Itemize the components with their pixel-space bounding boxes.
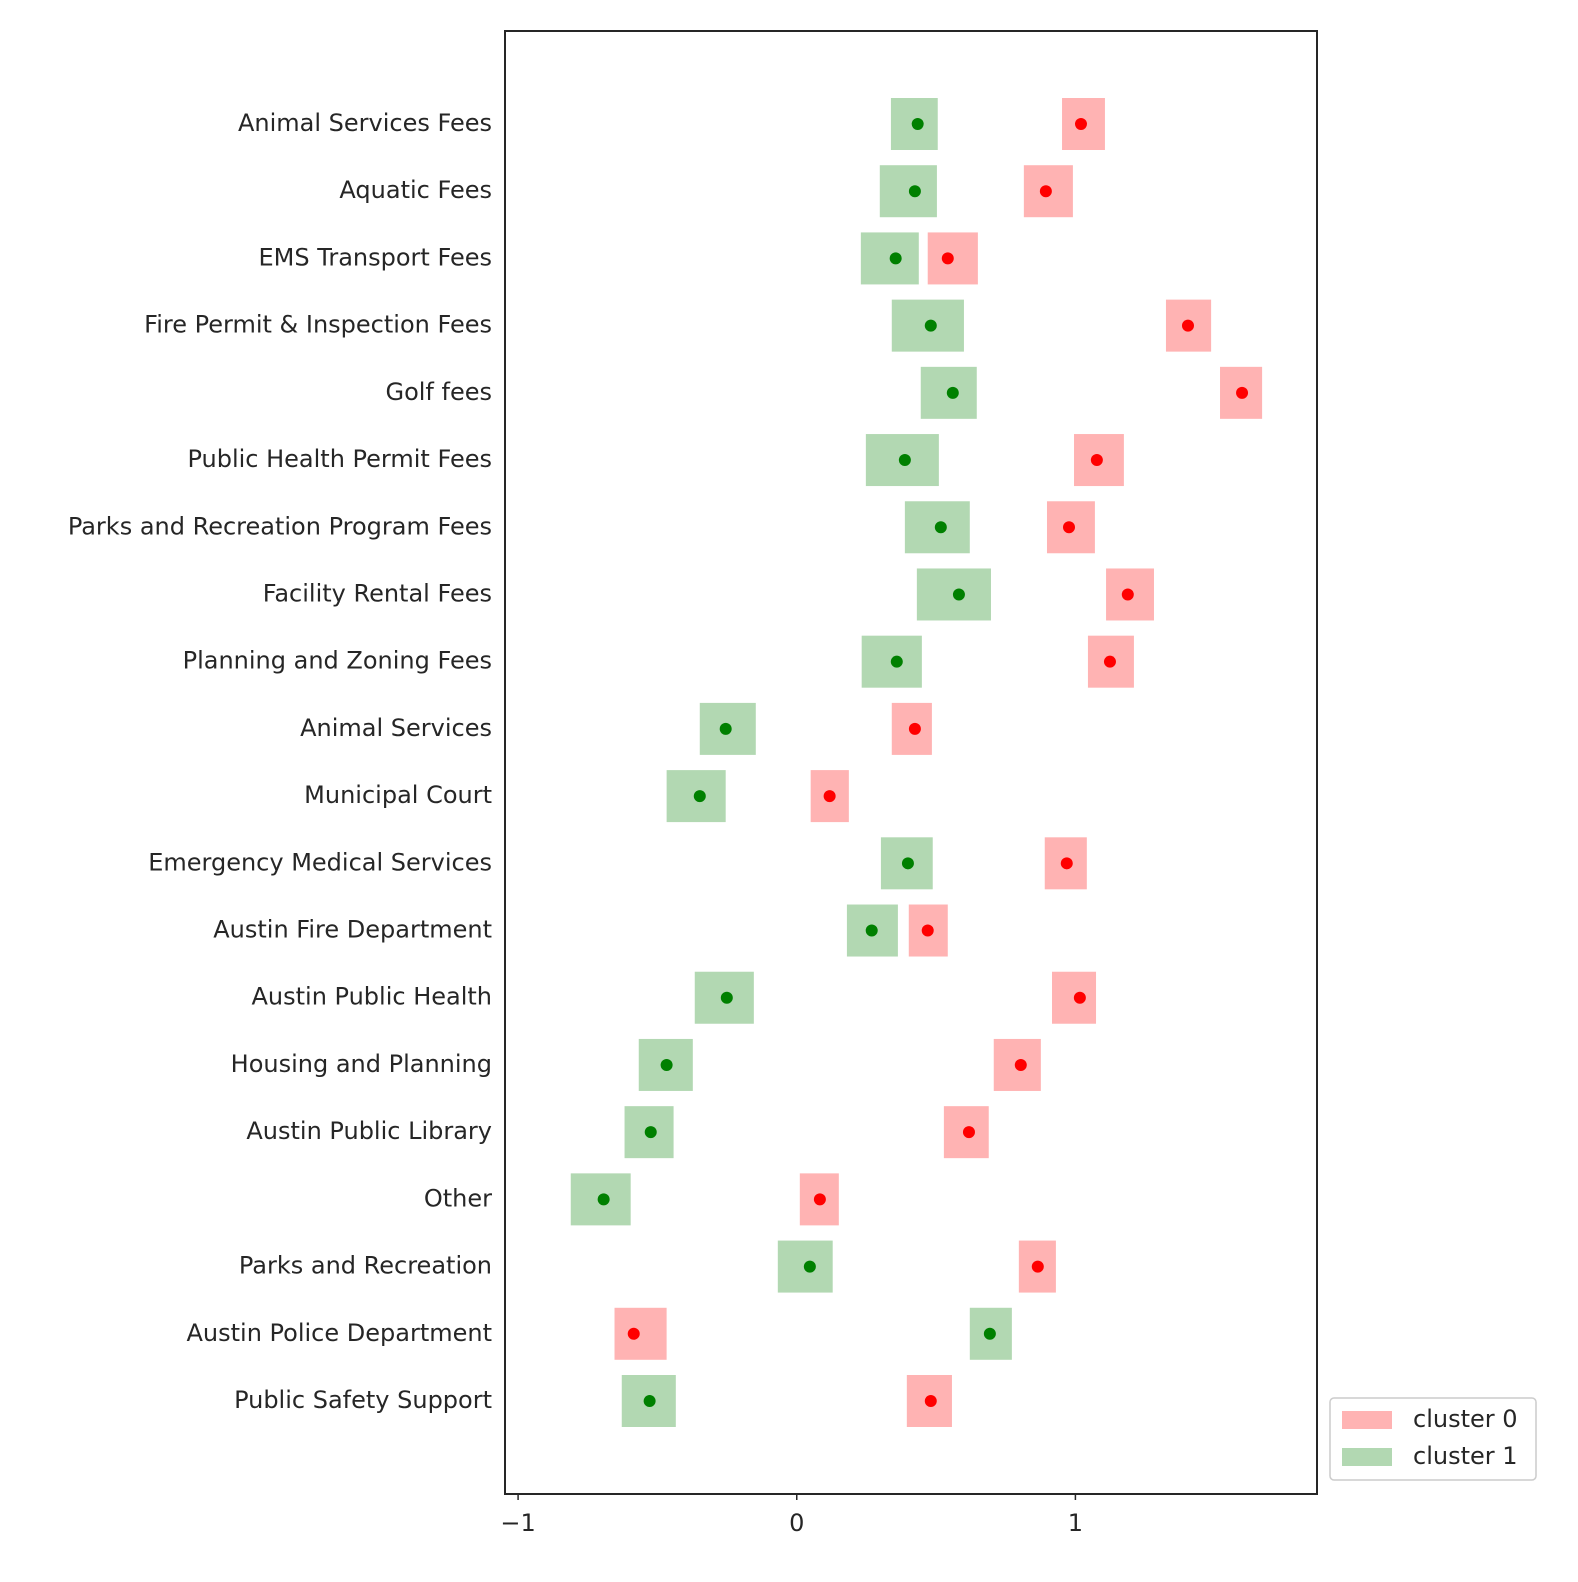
mean-dot bbox=[946, 386, 959, 399]
mean-dot bbox=[644, 1126, 657, 1139]
x-tick-label: 1 bbox=[1068, 1509, 1083, 1537]
mean-dot bbox=[1181, 319, 1194, 332]
y-tick-label: Facility Rental Fees bbox=[263, 579, 492, 607]
y-tick-label: Parks and Recreation Program Fees bbox=[68, 512, 492, 540]
mean-dot bbox=[1031, 1260, 1044, 1273]
y-tick-label: Golf fees bbox=[385, 378, 492, 406]
mean-dot bbox=[1090, 454, 1103, 467]
mean-dot bbox=[803, 1260, 816, 1273]
mean-dot bbox=[952, 588, 965, 601]
mean-dot bbox=[693, 790, 706, 803]
mean-dot bbox=[643, 1395, 656, 1407]
mean-dot bbox=[924, 1395, 937, 1407]
mean-dot bbox=[720, 991, 733, 1004]
y-tick-label: Austin Police Department bbox=[186, 1319, 492, 1347]
mean-dot bbox=[627, 1327, 640, 1340]
y-tick-label: Municipal Court bbox=[304, 781, 492, 809]
y-tick-label: Emergency Medical Services bbox=[148, 848, 492, 876]
mean-dot bbox=[865, 924, 878, 937]
mean-dot bbox=[1039, 185, 1052, 198]
mean-dot bbox=[1103, 655, 1116, 668]
mean-dot bbox=[1062, 521, 1075, 534]
y-tick-label: Planning and Zoning Fees bbox=[183, 647, 492, 675]
interval-box bbox=[879, 165, 937, 218]
y-tick-label: Parks and Recreation bbox=[239, 1252, 492, 1280]
y-tick-label: Austin Public Health bbox=[251, 983, 492, 1011]
y-tick-label: Austin Public Library bbox=[246, 1117, 492, 1145]
plot-frame bbox=[504, 30, 1318, 1495]
y-tick-label: Public Safety Support bbox=[234, 1386, 492, 1414]
mean-dot bbox=[823, 790, 836, 803]
mean-dot bbox=[983, 1327, 996, 1340]
y-tick-label: Other bbox=[424, 1184, 492, 1212]
y-tick-label: Aquatic Fees bbox=[339, 176, 492, 204]
mean-dot bbox=[908, 185, 921, 198]
mean-dot bbox=[719, 722, 732, 735]
mean-dot bbox=[962, 1126, 975, 1139]
legend-swatch bbox=[1342, 1411, 1392, 1429]
mean-dot bbox=[1073, 991, 1086, 1004]
y-tick-label: Austin Fire Department bbox=[213, 916, 492, 944]
mean-dot bbox=[1236, 386, 1249, 399]
mean-dot bbox=[901, 857, 914, 870]
mean-dot bbox=[889, 252, 902, 265]
mean-dot bbox=[1014, 1058, 1027, 1071]
mean-dot bbox=[898, 454, 911, 467]
mean-dot bbox=[1074, 118, 1087, 130]
mean-dot bbox=[597, 1193, 610, 1206]
x-tick-label: 0 bbox=[789, 1509, 804, 1537]
y-tick-label: Public Health Permit Fees bbox=[187, 445, 492, 473]
legend-swatch bbox=[1342, 1448, 1392, 1466]
y-tick-label: Fire Permit & Inspection Fees bbox=[144, 311, 492, 339]
mean-dot bbox=[1121, 588, 1134, 601]
mean-dot bbox=[1060, 857, 1073, 870]
y-tick-label: Housing and Planning bbox=[231, 1050, 492, 1078]
mean-dot bbox=[924, 319, 937, 332]
legend-label: cluster 0 bbox=[1413, 1405, 1518, 1433]
interval-box bbox=[614, 1307, 667, 1360]
mean-dot bbox=[908, 722, 921, 735]
y-tick-label: Animal Services bbox=[300, 714, 492, 742]
mean-dot bbox=[813, 1193, 826, 1206]
mean-dot bbox=[660, 1058, 673, 1071]
y-tick-label: EMS Transport Fees bbox=[258, 243, 492, 271]
mean-dot bbox=[890, 655, 903, 668]
mean-dot bbox=[934, 521, 947, 534]
mean-dot bbox=[911, 118, 924, 130]
mean-dot bbox=[921, 924, 934, 937]
y-tick-label: Animal Services Fees bbox=[238, 109, 492, 137]
legend-label: cluster 1 bbox=[1413, 1442, 1518, 1470]
mean-dot bbox=[941, 252, 954, 265]
x-tick-label: −1 bbox=[500, 1509, 535, 1537]
